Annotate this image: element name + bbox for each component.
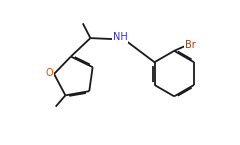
Text: O: O [45, 68, 53, 78]
Text: NH: NH [113, 32, 127, 42]
Text: Br: Br [185, 40, 195, 50]
